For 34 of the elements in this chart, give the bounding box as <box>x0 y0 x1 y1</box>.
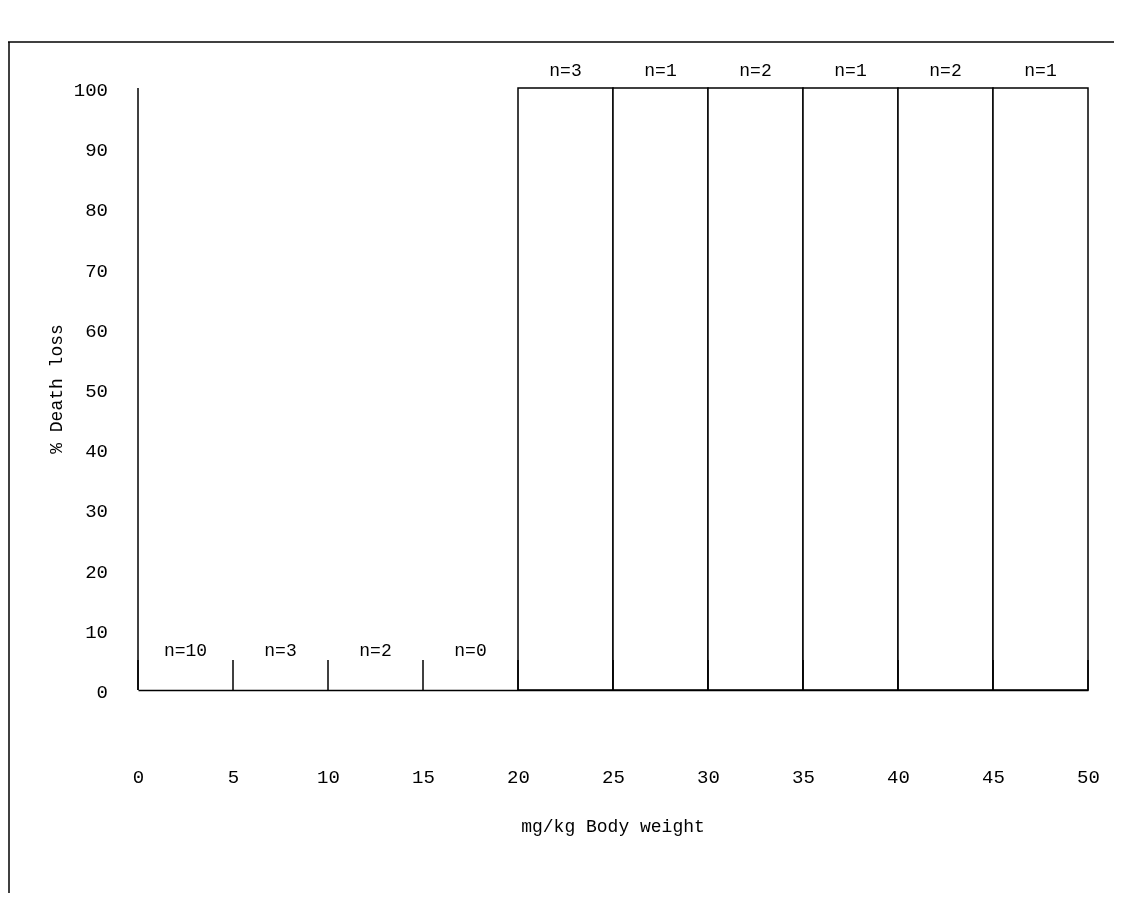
y-axis-title: % Death loss <box>47 324 67 454</box>
y-tick-label: 60 <box>85 320 108 343</box>
x-tick-label: 15 <box>412 767 435 790</box>
annotation: n=3 <box>549 61 582 81</box>
x-tick-label: 20 <box>507 767 530 790</box>
y-tick-label: 90 <box>85 140 108 163</box>
x-axis-title: mg/kg Body weight <box>521 817 705 837</box>
annotation: n=1 <box>644 61 677 81</box>
annotation: n=10 <box>163 641 208 661</box>
y-tick-label: 80 <box>85 200 108 223</box>
x-tick-label: 45 <box>982 767 1005 790</box>
y-tick-label: 30 <box>85 501 108 524</box>
y-tick-label: 50 <box>85 381 108 404</box>
x-tick-label: 0 <box>132 767 145 790</box>
annotation: n=0 <box>454 641 487 661</box>
y-tick-label: 20 <box>85 561 108 584</box>
annotation: n=1 <box>1024 61 1057 81</box>
x-tick-label: 50 <box>1077 767 1100 790</box>
x-tick-label: 40 <box>887 767 910 790</box>
x-tick-label: 10 <box>317 767 340 790</box>
x-tick-label: 35 <box>792 767 815 790</box>
annotation: n=2 <box>929 61 962 81</box>
x-tick-label: 25 <box>602 767 625 790</box>
x-tick-label: 30 <box>697 767 720 790</box>
y-tick-label: 100 <box>73 80 108 103</box>
annotation: n=3 <box>264 641 297 661</box>
y-tick-label: 10 <box>85 621 108 644</box>
annotation: n=2 <box>739 61 772 81</box>
annotation: n=1 <box>834 61 867 81</box>
y-tick-label: 70 <box>85 260 108 283</box>
y-tick-label: 0 <box>96 682 108 705</box>
x-tick-label: 5 <box>227 767 240 790</box>
annotation: n=2 <box>359 641 392 661</box>
y-tick-label: 40 <box>85 441 108 464</box>
